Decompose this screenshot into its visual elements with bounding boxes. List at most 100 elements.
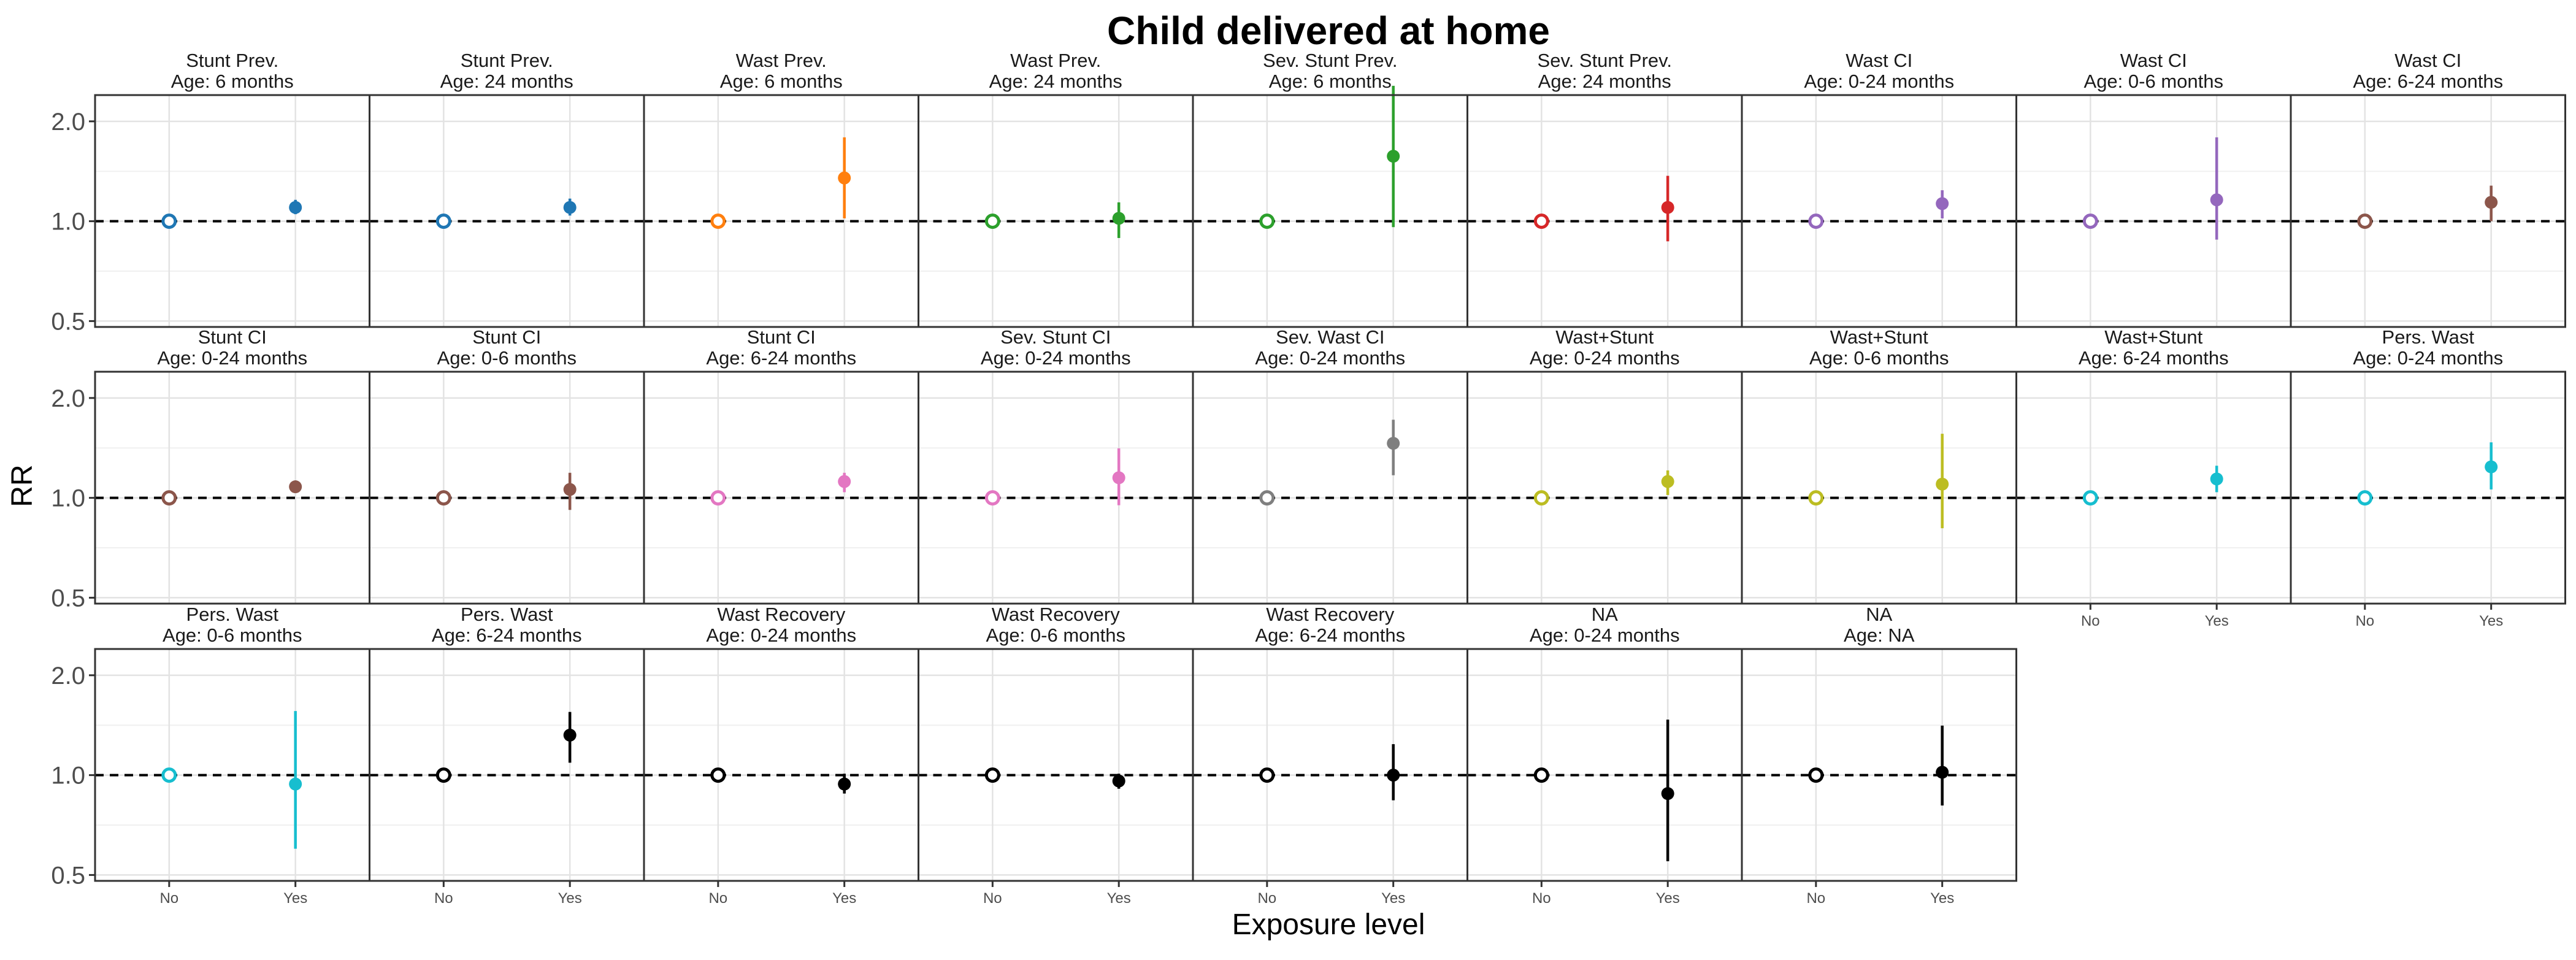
panel-background bbox=[369, 372, 644, 604]
panel-title: Stunt CI bbox=[198, 326, 267, 348]
point-yes bbox=[1936, 766, 1949, 779]
panel-subtitle: Age: 6 months bbox=[171, 71, 294, 92]
panel-border bbox=[1741, 648, 2017, 882]
point-no bbox=[984, 767, 1000, 783]
y-tick-label: 2.0 bbox=[51, 385, 85, 412]
y-tick-label: 0.5 bbox=[51, 862, 85, 889]
panel-background bbox=[644, 649, 919, 881]
point-no bbox=[435, 490, 451, 506]
x-tick-label: No bbox=[1257, 890, 1276, 907]
point-no bbox=[161, 767, 177, 783]
panel-subtitle: Age: 0-24 months bbox=[981, 347, 1131, 369]
panel-background bbox=[95, 95, 370, 327]
point-no bbox=[2357, 213, 2373, 229]
point-yes bbox=[838, 475, 851, 488]
panel-background bbox=[2016, 372, 2291, 604]
point-no bbox=[984, 213, 1000, 229]
panel-subtitle: Age: 0-24 months bbox=[2353, 347, 2503, 369]
point-yes bbox=[1387, 150, 1400, 163]
panel-subtitle: Age: 6-24 months bbox=[706, 347, 856, 369]
point-no bbox=[2082, 213, 2098, 229]
x-tick-label: No bbox=[159, 890, 178, 907]
panel-title: Pers. Wast bbox=[2382, 326, 2475, 348]
x-tick-label: Yes bbox=[1656, 890, 1680, 907]
x-tick-label: No bbox=[983, 890, 1002, 907]
y-tick-label: 1.0 bbox=[51, 209, 85, 236]
point-yes bbox=[289, 777, 302, 791]
panel-background bbox=[1193, 95, 1468, 327]
point-no bbox=[435, 767, 451, 783]
point-yes bbox=[289, 480, 302, 494]
panel-subtitle: Age: 24 months bbox=[1538, 71, 1671, 92]
panel-background bbox=[1467, 649, 1742, 881]
point-yes bbox=[563, 483, 577, 496]
panel-3: Wast Prev.Age: 6 months bbox=[643, 50, 919, 328]
panel-title: Stunt CI bbox=[747, 326, 816, 348]
x-tick-label: No bbox=[2081, 613, 2100, 629]
point-no bbox=[2082, 490, 2098, 506]
panel-background bbox=[2291, 372, 2566, 604]
point-yes bbox=[1112, 471, 1125, 485]
point-yes bbox=[2485, 196, 2498, 209]
x-tick-label: No bbox=[708, 890, 727, 907]
panel-background bbox=[95, 649, 370, 881]
panel-subtitle: Age: 0-24 months bbox=[1530, 624, 1680, 646]
panel-subtitle: Age: 0-24 months bbox=[1530, 347, 1680, 369]
y-tick-label: 1.0 bbox=[51, 485, 85, 512]
panel-subtitle: Age: 0-24 months bbox=[1804, 71, 1954, 92]
point-no bbox=[1259, 490, 1275, 506]
panel-1: Stunt Prev.Age: 6 months 0.5 1.0 2.0 bbox=[51, 50, 370, 335]
panel-background bbox=[1193, 372, 1468, 604]
y-tick-label: 1.0 bbox=[51, 762, 85, 789]
y-tick-label: 0.5 bbox=[51, 585, 85, 612]
point-no bbox=[1808, 213, 1824, 229]
panel-background bbox=[918, 372, 1193, 604]
panel-title: Wast+Stunt bbox=[1830, 326, 1928, 348]
panel-title: Wast Recovery bbox=[992, 604, 1121, 625]
panel-title: Sev. Stunt CI bbox=[1000, 326, 1111, 348]
x-tick-label: No bbox=[2355, 613, 2374, 629]
point-no bbox=[710, 767, 726, 783]
panel-background bbox=[2291, 95, 2566, 327]
panel-background bbox=[2016, 95, 2291, 327]
point-yes bbox=[2210, 193, 2223, 207]
panel-2: Stunt Prev.Age: 24 months bbox=[369, 50, 645, 328]
panel-title: Sev. Stunt Prev. bbox=[1538, 50, 1672, 71]
point-no bbox=[1259, 213, 1275, 229]
point-no bbox=[435, 213, 451, 229]
x-tick-label: Yes bbox=[1107, 890, 1131, 907]
panel-subtitle: Age: NA bbox=[1844, 624, 1915, 646]
point-no bbox=[710, 213, 726, 229]
panel-title: Wast Recovery bbox=[717, 604, 846, 625]
panel-title: Sev. Stunt Prev. bbox=[1263, 50, 1397, 71]
panel-background bbox=[1467, 95, 1742, 327]
point-no bbox=[1808, 767, 1824, 783]
point-yes bbox=[1387, 437, 1400, 450]
panel-title: Wast Prev. bbox=[736, 50, 827, 71]
panel-title: Stunt Prev. bbox=[461, 50, 553, 71]
panel-title: Stunt Prev. bbox=[186, 50, 278, 71]
panel-title: Sev. Wast CI bbox=[1276, 326, 1384, 348]
x-tick-label: No bbox=[434, 890, 453, 907]
point-yes bbox=[563, 728, 577, 742]
panel-subtitle: Age: 6 months bbox=[720, 71, 843, 92]
panel-title: Wast+Stunt bbox=[2104, 326, 2202, 348]
panel-subtitle: Age: 6-24 months bbox=[1255, 624, 1405, 646]
panel-subtitle: Age: 6 months bbox=[1269, 71, 1392, 92]
y-axis-label: RR bbox=[6, 464, 39, 507]
point-no bbox=[1259, 767, 1275, 783]
panel-background bbox=[1742, 649, 2017, 881]
point-yes bbox=[1112, 774, 1125, 788]
